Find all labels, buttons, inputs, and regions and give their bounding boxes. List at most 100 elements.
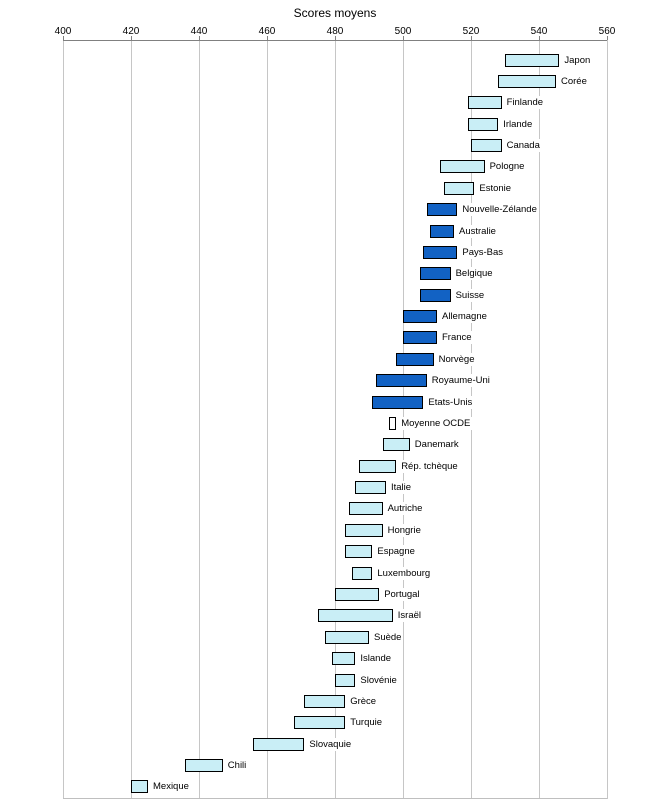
- bar-canada: [471, 139, 502, 153]
- tick-mark-420: [131, 36, 132, 40]
- tick-label-500: 500: [394, 26, 412, 37]
- bar-suisse: [420, 288, 451, 302]
- bar-japon: [505, 53, 560, 67]
- bar-label-coree: Corée: [559, 74, 589, 88]
- tick-label-420: 420: [122, 26, 140, 37]
- bar-label-nouvelle-zelande: Nouvelle-Zélande: [460, 203, 539, 217]
- bar-belgique: [420, 267, 451, 281]
- bar-luxembourg: [352, 566, 373, 580]
- bar-label-hongrie: Hongrie: [385, 523, 423, 537]
- tick-mark-480: [335, 36, 336, 40]
- bar-nouvelle-zelande: [426, 203, 458, 217]
- bar-france: [403, 331, 437, 345]
- gridline-540: [539, 40, 540, 799]
- gridline-560: [607, 40, 608, 799]
- tick-label-520: 520: [462, 26, 480, 37]
- tick-mark-540: [539, 36, 540, 40]
- bar-allemagne: [403, 310, 437, 324]
- gridline-440: [199, 40, 200, 799]
- tick-label-460: 460: [258, 26, 276, 37]
- bar-label-danemark: Danemark: [412, 438, 461, 452]
- tick-label-560: 560: [598, 26, 616, 37]
- bar-norvege: [396, 352, 434, 366]
- bar-label-finlande: Finlande: [504, 96, 546, 110]
- tick-mark-440: [199, 36, 200, 40]
- bar-label-chili: Chili: [225, 759, 249, 773]
- bar-label-turquie: Turquie: [348, 716, 385, 730]
- bar-finlande: [467, 96, 502, 110]
- bars-layer: Japon Corée Finlande Irlande Canada Pologne Es…: [63, 40, 607, 799]
- bar-label-estonie: Estonie: [477, 181, 514, 195]
- bar-danemark: [382, 438, 410, 452]
- bar-label-irlande: Irlande: [501, 117, 535, 131]
- tick-label-400: 400: [54, 26, 72, 37]
- bar-mexique: [131, 780, 148, 794]
- tick-mark-560: [607, 36, 608, 40]
- bar-label-espagne: Espagne: [375, 545, 417, 559]
- bar-slovenie: [335, 673, 356, 687]
- bar-label-grece: Grèce: [348, 694, 379, 708]
- gridline-400: [63, 40, 64, 799]
- bar-label-allemagne: Allemagne: [440, 310, 489, 324]
- bar-pays-bas: [423, 245, 458, 259]
- bar-label-portugal: Portugal: [382, 588, 422, 601]
- bar-label-etats-unis: Etats-Unis: [426, 395, 475, 409]
- gridline-480: [335, 40, 336, 799]
- bar-label-italie: Italie: [389, 481, 414, 495]
- bar-suede: [324, 630, 369, 644]
- bar-label-autriche: Autriche: [385, 502, 425, 516]
- tick-mark-400: [63, 36, 64, 40]
- gridline-420: [131, 40, 132, 799]
- bar-slovaquie: [253, 737, 305, 751]
- bar-italie: [355, 481, 386, 495]
- plot-area: Japon Corée Finlande Irlande Canada Pologne Es…: [63, 36, 608, 799]
- bar-turquie: [294, 716, 346, 730]
- bar-grece: [304, 694, 346, 708]
- bar-australie: [430, 224, 454, 238]
- bar-etats-unis: [372, 395, 424, 409]
- bar-israel: [318, 609, 393, 623]
- bar-label-suede: Suède: [372, 630, 404, 644]
- bar-label-mexique: Mexique: [151, 780, 191, 794]
- bar-label-royaume-uni: Royaume-Uni: [429, 374, 492, 388]
- bar-islande: [331, 652, 356, 666]
- bar-pologne: [440, 160, 485, 174]
- bar-espagne: [345, 545, 373, 559]
- tick-label-480: 480: [326, 26, 344, 37]
- bar-label-france: France: [440, 331, 474, 345]
- bar-label-norvege: Norvège: [436, 352, 477, 366]
- tick-label-440: 440: [190, 26, 208, 37]
- bar-moyenne-ocde: [389, 416, 397, 430]
- bar-label-islande: Islande: [358, 652, 394, 666]
- bar-hongrie: [345, 523, 383, 537]
- bar-royaume-uni: [375, 374, 427, 388]
- gridline-460: [267, 40, 268, 799]
- bar-label-rep-tcheque: Rép. tchèque: [399, 459, 460, 473]
- bar-label-slovenie: Slovénie: [358, 673, 399, 687]
- plot-bottom-border: [63, 798, 607, 799]
- bar-rep-tcheque: [358, 459, 397, 473]
- bar-label-canada: Canada: [504, 139, 542, 153]
- bar-label-suisse: Suisse: [453, 288, 487, 302]
- bar-label-slovaquie: Slovaquie: [307, 737, 354, 751]
- bar-coree: [498, 74, 556, 88]
- x-axis-line: [63, 40, 607, 41]
- tick-mark-520: [471, 36, 472, 40]
- chart-title: Scores moyens: [293, 6, 377, 20]
- bar-label-luxembourg: Luxembourg: [375, 566, 433, 580]
- tick-label-540: 540: [530, 26, 548, 37]
- bar-chili: [185, 759, 223, 773]
- bar-label-moyenne-ocde: Moyenne OCDE: [399, 416, 473, 430]
- bar-estonie: [443, 181, 475, 195]
- bar-label-pologne: Pologne: [487, 160, 527, 174]
- bar-label-israel: Israël: [395, 609, 424, 623]
- bar-label-australie: Australie: [457, 224, 498, 238]
- bar-label-belgique: Belgique: [453, 267, 495, 281]
- bar-label-pays-bas: Pays-Bas: [460, 245, 506, 259]
- bar-autriche: [348, 502, 383, 516]
- tick-mark-500: [403, 36, 404, 40]
- bar-label-japon: Japon: [562, 53, 593, 67]
- bar-portugal: [335, 588, 380, 601]
- bar-irlande: [467, 117, 499, 131]
